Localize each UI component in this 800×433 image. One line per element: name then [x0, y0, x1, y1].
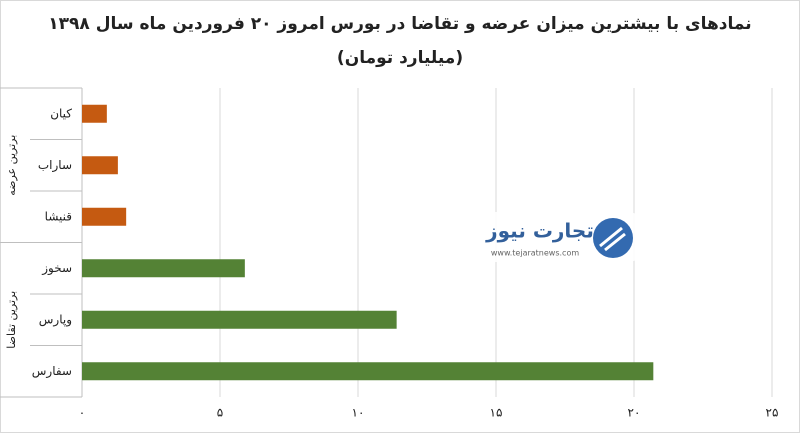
watermark-box	[472, 212, 638, 262]
y-tick-label: سخوز	[41, 261, 72, 276]
watermark-url: www.tejaratnews.com	[491, 249, 579, 258]
watermark: تجارت نیوز www.tejaratnews.com	[472, 212, 638, 262]
x-tick-label: ۲۵	[766, 406, 779, 420]
bar	[82, 362, 654, 381]
y-tick-label: قنیشا	[45, 209, 72, 223]
x-tick-label: ۵	[217, 406, 223, 420]
watermark-brand: تجارت نیوز	[485, 219, 594, 243]
x-tick-label: ۱۰	[352, 406, 365, 420]
chart-title: نمادهای با بیشترین میزان عرضه و تقاضا در…	[48, 14, 751, 34]
y-tick-label: سفارس	[32, 364, 72, 379]
y-tick-label: وپارس	[39, 312, 72, 327]
x-tick-label: ۱۵	[490, 406, 503, 420]
watermark-logo	[593, 218, 633, 258]
bar	[82, 104, 107, 123]
x-tick-label: ۰	[79, 406, 85, 420]
y-tick-label: ساراب	[38, 158, 72, 173]
y-tick-label: کیان	[50, 106, 72, 120]
bar	[82, 259, 245, 278]
x-tick-label: ۲۰	[628, 406, 641, 420]
bar	[82, 207, 127, 226]
watermark-logo-mark	[599, 226, 626, 252]
bar	[82, 156, 118, 175]
chart-subtitle: (میلیارد تومان)	[337, 48, 463, 68]
group-label: برترین عرضه	[5, 135, 18, 196]
group-label: برترین تقاضا	[5, 291, 18, 349]
bar	[82, 310, 397, 329]
